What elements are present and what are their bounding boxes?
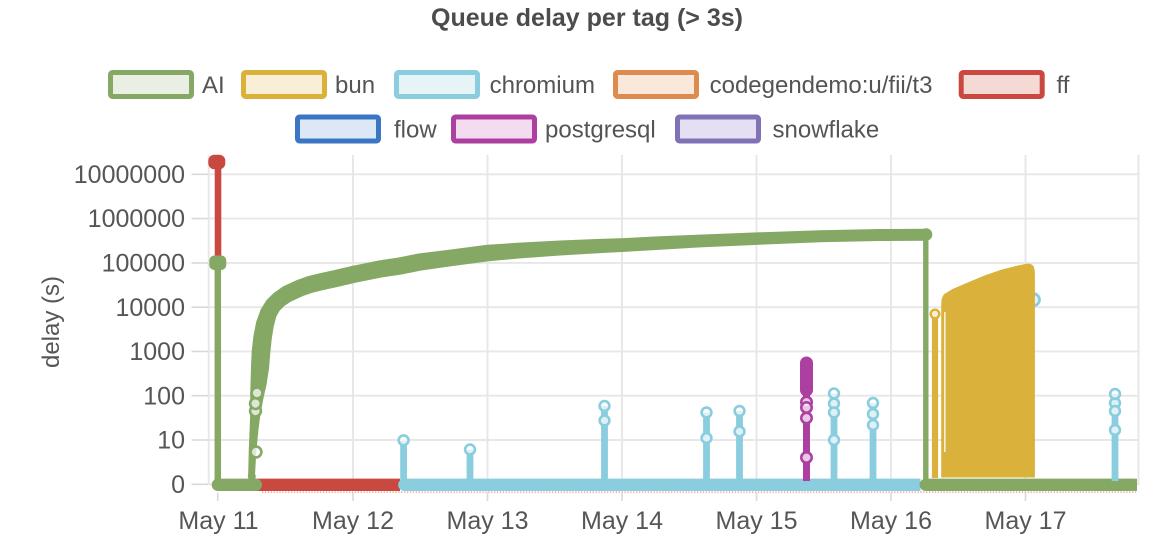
svg-text:100000: 100000: [102, 250, 185, 278]
svg-text:10: 10: [157, 427, 185, 455]
svg-text:codegendemo:u/fii/t3: codegendemo:u/fii/t3: [710, 72, 933, 99]
svg-text:May 14: May 14: [581, 507, 663, 535]
svg-text:flow: flow: [394, 117, 437, 144]
svg-text:1000000: 1000000: [88, 205, 185, 233]
svg-text:10000000: 10000000: [74, 161, 185, 189]
svg-text:May 17: May 17: [985, 507, 1067, 535]
svg-text:100: 100: [143, 382, 185, 410]
svg-text:May 12: May 12: [312, 507, 394, 535]
svg-text:Queue delay per tag (> 3s): Queue delay per tag (> 3s): [431, 4, 743, 32]
svg-text:1000: 1000: [129, 338, 185, 366]
svg-text:snowflake: snowflake: [773, 117, 880, 144]
svg-text:May 11: May 11: [178, 507, 258, 535]
svg-text:May 16: May 16: [850, 507, 932, 535]
svg-text:chromium: chromium: [490, 72, 595, 99]
svg-text:0: 0: [171, 471, 185, 499]
svg-text:ff: ff: [1057, 72, 1070, 99]
svg-text:May 15: May 15: [716, 507, 798, 535]
svg-text:10000: 10000: [115, 294, 185, 322]
svg-text:bun: bun: [335, 72, 375, 99]
svg-text:postgresql: postgresql: [545, 117, 656, 144]
svg-text:May 13: May 13: [447, 507, 529, 535]
svg-text:delay (s): delay (s): [38, 276, 65, 368]
svg-text:AI: AI: [202, 72, 225, 99]
